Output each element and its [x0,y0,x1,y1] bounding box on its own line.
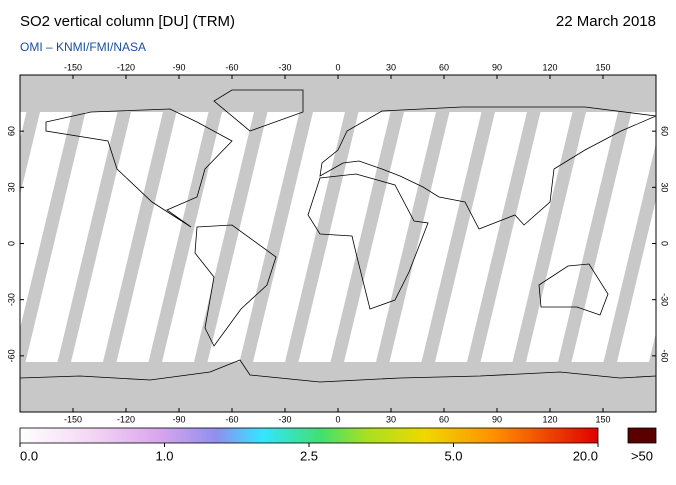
swath [25,112,118,362]
x-tick-label-bottom: -30 [278,414,291,424]
y-tick-label-left: 30 [6,182,16,192]
swath [480,112,573,362]
colorbar-tick-label: 0.0 [20,448,38,463]
swath [526,112,618,362]
colorbar-tick-label: 5.0 [444,448,462,463]
x-tick-label-top: -90 [172,62,185,72]
x-tick-label-top: -30 [278,62,291,72]
y-tick-label-left: -60 [6,349,16,362]
swaths [20,112,656,362]
swath [435,112,527,362]
subtitle: OMI – KNMI/FMI/NASA [20,40,146,54]
x-tick-label-top: 150 [595,62,610,72]
swath [116,112,209,362]
swath [20,112,72,329]
swath [344,112,436,362]
colorbar-tick-label: 1.0 [155,448,173,463]
x-tick-label-top: -150 [64,62,82,72]
swath [162,112,254,362]
colorbar-tick-label: 2.5 [300,448,318,463]
x-tick-label-bottom: 60 [439,414,449,424]
ticks: -150 -150 -120 -120 -90 -90 -60 -60 -30 -30 0 0 30 30… [6,62,669,463]
x-tick-label-bottom: 90 [492,414,502,424]
x-tick-label-bottom: 30 [386,414,396,424]
x-tick-label-top: 120 [542,62,557,72]
colorbar-overflow [627,427,657,444]
swath [20,112,27,140]
colorbar-overflow-label: >50 [631,448,653,463]
x-tick-label-bottom: 0 [335,414,340,424]
x-tick-label-top: 90 [492,62,502,72]
x-tick-label-bottom: -90 [172,414,185,424]
antarctica [20,359,656,383]
south-america [194,224,277,347]
eurasia [319,106,656,230]
africa [307,173,429,310]
y-tick-label-right: -30 [660,293,670,306]
x-tick-label-bottom: 150 [595,414,610,424]
y-tick-label-left: 0 [6,241,16,246]
colorbar [19,427,599,444]
y-tick-label-right: 0 [660,241,670,246]
y-tick-label-left: -30 [6,293,16,306]
swath [71,112,163,362]
swath [571,112,656,362]
swath [617,199,656,362]
colorbar-tick-label: 20.0 [573,448,598,463]
x-tick-label-top: -60 [225,62,238,72]
x-tick-label-bottom: -150 [64,414,82,424]
swath [389,112,482,362]
swath [298,112,391,362]
y-tick-label-right: -60 [660,349,670,362]
swath [207,112,300,362]
x-tick-label-top: 60 [439,62,449,72]
y-tick-label-right: 60 [660,126,670,136]
x-tick-label-bottom: -120 [117,414,135,424]
x-tick-label-top: 30 [386,62,396,72]
x-tick-label-top: -120 [117,62,135,72]
x-tick-label-bottom: -60 [225,414,238,424]
x-tick-label-top: 0 [335,62,340,72]
north-america [45,108,233,228]
greenland [213,89,304,132]
x-tick-label-bottom: 120 [542,414,557,424]
title: SO2 vertical column [DU] (TRM) [20,13,235,30]
date: 22 March 2018 [556,13,656,30]
y-tick-label-right: 30 [660,182,670,192]
australia [538,263,609,316]
map [20,75,656,412]
y-tick-label-left: 60 [6,126,16,136]
